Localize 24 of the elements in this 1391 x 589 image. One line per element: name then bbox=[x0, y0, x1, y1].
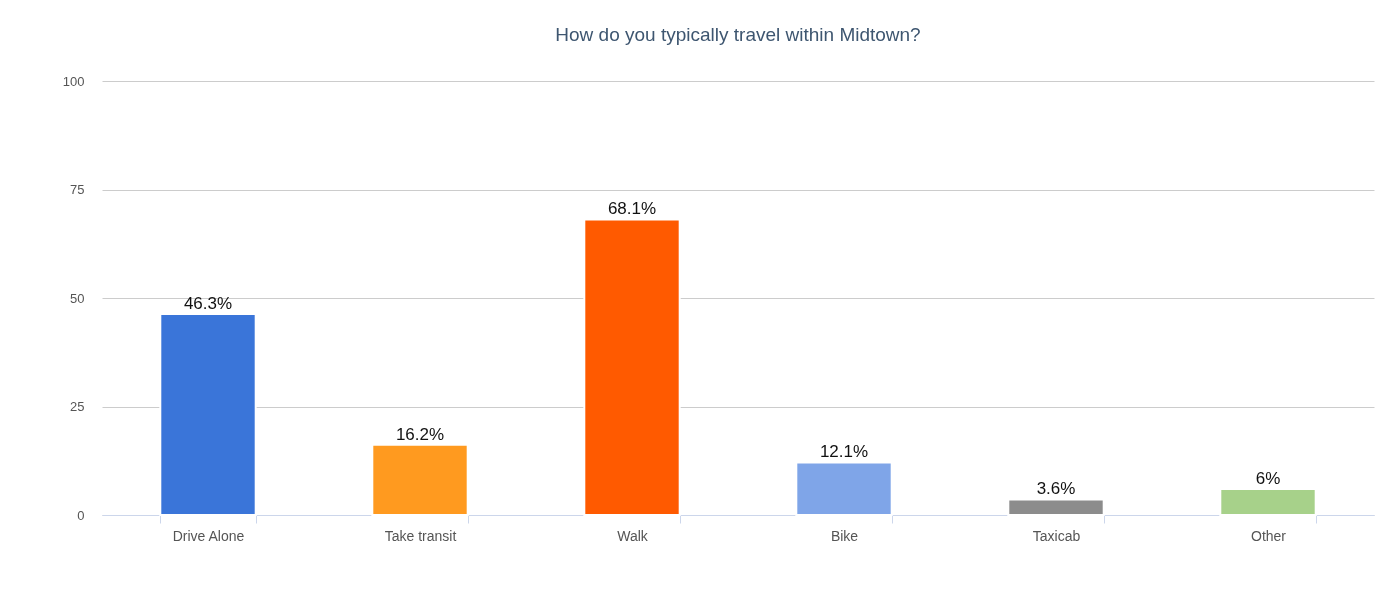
bar bbox=[159, 313, 257, 516]
x-tick-label: Taxicab bbox=[1032, 527, 1081, 544]
x-tick-label: Drive Alone bbox=[172, 527, 245, 544]
bar bbox=[371, 443, 469, 516]
bar bbox=[795, 461, 893, 516]
y-tick-label: 0 bbox=[77, 507, 85, 523]
x-tick-label: Other bbox=[1250, 527, 1287, 544]
y-tick-label: 50 bbox=[70, 290, 85, 306]
x-tick-label: Bike bbox=[830, 527, 859, 544]
chart-title: How do you typically travel within Midtown? bbox=[555, 24, 921, 45]
x-tick-label: Walk bbox=[617, 527, 649, 544]
x-tick-label: Take transit bbox=[384, 527, 457, 544]
y-tick-label: 25 bbox=[70, 399, 85, 414]
data-label: 3.6% bbox=[1036, 479, 1076, 499]
data-label: 12.1% bbox=[819, 442, 869, 462]
bar bbox=[583, 218, 681, 516]
data-label: 16.2% bbox=[395, 424, 445, 444]
y-tick-label: 75 bbox=[70, 182, 85, 197]
data-label: 6% bbox=[1255, 468, 1281, 488]
bar bbox=[1219, 487, 1317, 516]
data-label: 46.3% bbox=[183, 294, 233, 314]
bar bbox=[1007, 498, 1105, 516]
y-tick-label: 100 bbox=[62, 73, 85, 89]
data-label: 68.1% bbox=[607, 199, 657, 219]
